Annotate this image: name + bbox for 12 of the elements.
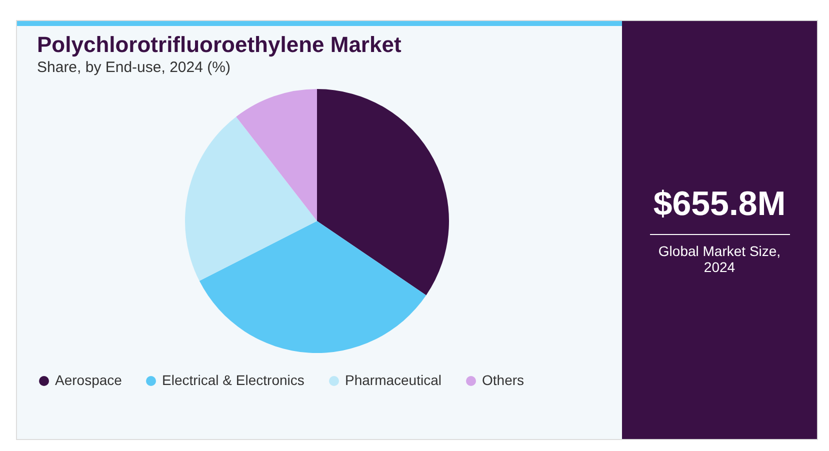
legend-label: Others [482, 372, 524, 388]
text: Global Market Size, 2024 [650, 234, 790, 275]
chart-title: Polychlorotrifluoroethylene Market [37, 32, 402, 57]
pie-slice [317, 89, 449, 296]
pie-slice [199, 221, 426, 353]
pie-slice [236, 89, 317, 221]
chart-subtitle: Share, by End-use, 2024 (%) [37, 59, 230, 76]
legend-label: Electrical & Electronics [162, 372, 304, 388]
pie-slice [185, 116, 317, 281]
legend-label: Aerospace [55, 372, 122, 388]
text: $655.8M [653, 185, 786, 224]
legend-label: Pharmaceutical [345, 372, 442, 388]
